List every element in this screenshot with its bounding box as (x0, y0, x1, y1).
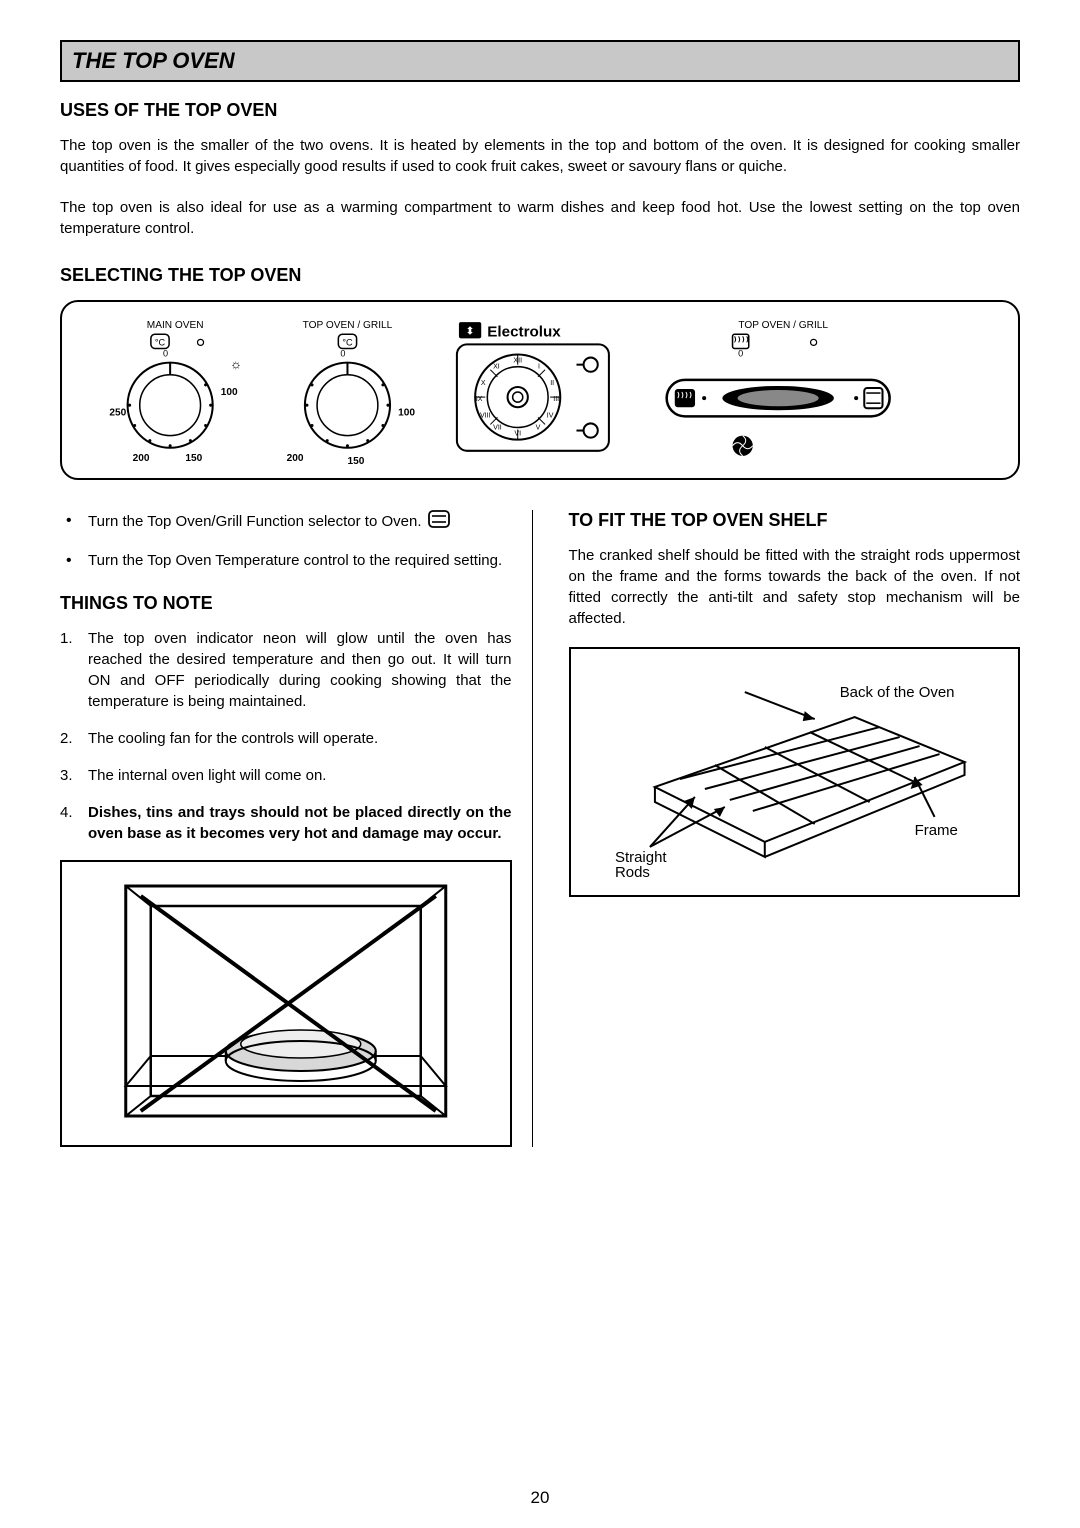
top-oven-grill-label-2: TOP OVEN / GRILL (738, 320, 828, 331)
top-oven-grill-label-1: TOP OVEN / GRILL (303, 320, 393, 331)
control-panel-diagram: MAIN OVEN °C ☼ 0 100 150 200 250 (60, 300, 1020, 480)
svg-text:250: 250 (109, 407, 126, 418)
uses-para-2: The top oven is also ideal for use as a … (60, 197, 1020, 239)
svg-text:II: II (550, 379, 554, 387)
things-list: 1.The top oven indicator neon will glow … (60, 628, 512, 844)
svg-text:°C: °C (155, 337, 166, 347)
shelf-para: The cranked shelf should be fitted with … (569, 545, 1021, 629)
section-title: THE TOP OVEN (72, 48, 1008, 74)
svg-text:150: 150 (185, 453, 202, 464)
section-title-bar: THE TOP OVEN (60, 40, 1020, 82)
oven-base-warning-diagram (60, 860, 512, 1147)
bullet-text: Turn the Top Oven/Grill Function selecto… (88, 513, 422, 530)
two-column-layout: Turn the Top Oven/Grill Function selecto… (60, 510, 1020, 1147)
svg-text:100: 100 (398, 407, 415, 418)
oven-diagram-svg (76, 876, 496, 1126)
svg-text:I: I (538, 363, 540, 371)
main-oven-label: MAIN OVEN (147, 320, 204, 331)
oven-icon (428, 510, 450, 534)
svg-text:XII: XII (513, 357, 522, 365)
svg-text:VI: VI (514, 430, 521, 438)
main-oven-dial: 0 100 150 200 250 (109, 349, 238, 464)
shelf-diagram-box: Back of the Oven Frame Straight Rods (569, 647, 1021, 897)
shelf-heading: TO FIT THE TOP OVEN SHELF (569, 510, 1021, 531)
fan-icon (733, 436, 753, 456)
svg-text:III: III (553, 395, 559, 403)
svg-text:Electrolux: Electrolux (487, 323, 561, 340)
bullet-item: Turn the Top Oven/Grill Function selecto… (60, 510, 512, 534)
left-column: Turn the Top Oven/Grill Function selecto… (60, 510, 533, 1147)
uses-heading: USES OF THE TOP OVEN (60, 100, 1020, 121)
shelf-svg: Back of the Oven Frame Straight Rods (595, 667, 995, 877)
svg-text:0: 0 (340, 349, 345, 359)
list-text: The cooling fan for the controls will op… (88, 730, 378, 747)
list-text: The internal oven light will come on. (88, 767, 326, 784)
list-item: 1.The top oven indicator neon will glow … (60, 628, 512, 712)
svg-text:200: 200 (287, 453, 304, 464)
list-text-bold: Dishes, tins and trays should not be pla… (88, 804, 512, 842)
svg-text:100: 100 (221, 387, 238, 398)
svg-text:200: 200 (133, 453, 150, 464)
light-icon: ☼ (230, 357, 242, 372)
svg-text:150: 150 (347, 456, 364, 466)
list-text: The top oven indicator neon will glow un… (88, 630, 512, 710)
svg-text:VIII: VIII (480, 411, 491, 419)
bullet-item: Turn the Top Oven Temperature control to… (60, 550, 512, 571)
rods-label-2: Rods (614, 864, 649, 877)
back-label: Back of the Oven (839, 684, 954, 701)
right-column: TO FIT THE TOP OVEN SHELF The cranked sh… (561, 510, 1021, 1147)
svg-text:X: X (481, 379, 486, 387)
indicator-dot-2 (811, 339, 817, 345)
svg-text:XI: XI (493, 363, 500, 371)
svg-text:0: 0 (163, 349, 168, 359)
frame-label: Frame (914, 822, 957, 839)
bullet-text: Turn the Top Oven Temperature control to… (88, 552, 502, 569)
page-number: 20 (0, 1488, 1080, 1508)
selecting-heading: SELECTING THE TOP OVEN (60, 265, 1020, 286)
svg-text:⬍: ⬍ (465, 325, 474, 337)
svg-text:0: 0 (738, 349, 743, 359)
svg-text:IX: IX (476, 395, 483, 403)
uses-para-1: The top oven is the smaller of the two o… (60, 135, 1020, 177)
top-oven-temp-dial: 0 100 150 200 (287, 349, 416, 466)
svg-text:VII: VII (493, 424, 502, 432)
svg-text:°C: °C (342, 337, 353, 347)
list-item: 2.The cooling fan for the controls will … (60, 728, 512, 749)
control-panel-svg: MAIN OVEN °C ☼ 0 100 150 200 250 (82, 314, 998, 466)
svg-text:IV: IV (547, 411, 554, 419)
svg-text:V: V (536, 424, 541, 432)
indicator-dot (197, 339, 203, 345)
list-item: 3.The internal oven light will come on. (60, 765, 512, 786)
electrolux-clock-panel: ⬍ Electrolux XII I II III IV V VI VII (457, 322, 609, 451)
things-heading: THINGS TO NOTE (60, 593, 512, 614)
selecting-bullets: Turn the Top Oven/Grill Function selecto… (60, 510, 512, 571)
function-selector-dial (667, 380, 890, 416)
list-item: 4.Dishes, tins and trays should not be p… (60, 802, 512, 844)
